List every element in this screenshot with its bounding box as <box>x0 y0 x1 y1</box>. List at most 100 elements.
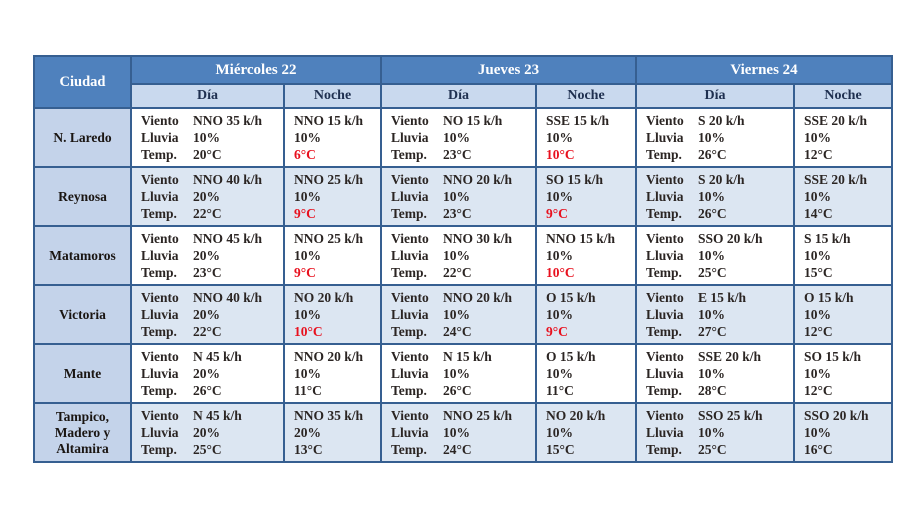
wind-value: NNO 20 k/h <box>294 349 364 364</box>
rain-line: Lluvia 10% <box>646 306 789 323</box>
rain-value: 10% <box>698 130 725 145</box>
day-header-miercoles-22: Miércoles 22 <box>130 55 382 85</box>
wind-value: O 15 k/h <box>546 349 596 364</box>
wind-line: SSE 15 k/h <box>546 112 631 129</box>
rain-line: 10% <box>546 188 631 205</box>
forecast-cell-noche: SO 15 k/h 10% 9°C <box>535 166 637 227</box>
rain-value: 10% <box>443 366 470 381</box>
period-header-noche: Noche <box>535 83 637 109</box>
wind-label: Viento <box>141 290 179 305</box>
rain-label: Lluvia <box>141 130 179 145</box>
wind-value: NNO 25 k/h <box>443 408 513 423</box>
rain-line: Lluvia 10% <box>391 306 531 323</box>
temp-line: 9°C <box>546 323 631 340</box>
temp-label: Temp. <box>391 265 427 280</box>
temp-value: 26°C <box>698 206 727 221</box>
temp-label: Temp. <box>646 206 682 221</box>
temp-value: 23°C <box>443 147 472 162</box>
day-header-viernes-24: Viernes 24 <box>635 55 893 85</box>
rain-value: 10% <box>546 248 573 263</box>
rain-line: 10% <box>294 129 376 146</box>
temp-label: Temp. <box>391 206 427 221</box>
rain-line: Lluvia 10% <box>646 247 789 264</box>
wind-label: Viento <box>646 408 684 423</box>
temp-value: 15°C <box>804 265 833 280</box>
rain-line: Lluvia 10% <box>391 247 531 264</box>
wind-value: SSO 20 k/h <box>804 408 869 423</box>
wind-label: Viento <box>646 290 684 305</box>
temp-line: Temp. 26°C <box>141 382 279 399</box>
forecast-cell-dia: Viento NNO 25 k/h Lluvia 10% Temp. 24°C <box>380 402 537 463</box>
temp-line: 14°C <box>804 205 887 222</box>
rain-label: Lluvia <box>391 425 429 440</box>
wind-value: SSO 20 k/h <box>698 231 763 246</box>
wind-value: E 15 k/h <box>698 290 747 305</box>
temp-label: Temp. <box>391 324 427 339</box>
rain-line: 10% <box>294 247 376 264</box>
temp-value: 20°C <box>193 147 222 162</box>
temp-line: 10°C <box>294 323 376 340</box>
rain-line: 10% <box>546 424 631 441</box>
temp-line: 12°C <box>804 146 887 163</box>
rain-label: Lluvia <box>391 248 429 263</box>
rain-line: Lluvia 10% <box>391 129 531 146</box>
wind-value: SSE 20 k/h <box>804 113 868 128</box>
wind-value: N 45 k/h <box>193 349 242 364</box>
rain-value: 20% <box>193 425 220 440</box>
wind-value: N 45 k/h <box>193 408 242 423</box>
wind-label: Viento <box>391 231 429 246</box>
city-cell: Matamoros <box>33 225 132 286</box>
rain-value: 10% <box>443 248 470 263</box>
forecast-cell-noche: SSE 20 k/h 10% 14°C <box>793 166 893 227</box>
temp-value: 11°C <box>294 383 322 398</box>
wind-value: SO 15 k/h <box>804 349 862 364</box>
rain-label: Lluvia <box>141 248 179 263</box>
wind-line: Viento SSO 25 k/h <box>646 407 789 424</box>
temp-label: Temp. <box>141 147 177 162</box>
rain-value: 10% <box>804 307 831 322</box>
temp-value: 13°C <box>294 442 323 457</box>
forecast-cell-dia: Viento N 45 k/h Lluvia 20% Temp. 25°C <box>130 402 285 463</box>
rain-label: Lluvia <box>646 248 684 263</box>
temp-line: Temp. 25°C <box>646 441 789 458</box>
temp-label: Temp. <box>646 147 682 162</box>
wind-value: S 15 k/h <box>804 231 851 246</box>
rain-line: Lluvia 10% <box>646 365 789 382</box>
wind-line: SO 15 k/h <box>804 348 887 365</box>
table-row: Mante Viento N 45 k/h Lluvia 20% Temp. 26°C NNO… <box>33 343 893 404</box>
temp-value: 16°C <box>804 442 833 457</box>
forecast-cell-noche: O 15 k/h 10% 12°C <box>793 284 893 345</box>
rain-value: 10% <box>804 189 831 204</box>
forecast-cell-dia: Viento NO 15 k/h Lluvia 10% Temp. 23°C <box>380 107 537 168</box>
forecast-cell-noche: O 15 k/h 10% 9°C <box>535 284 637 345</box>
wind-label: Viento <box>141 231 179 246</box>
temp-line: 10°C <box>546 264 631 281</box>
wind-value: NNO 35 k/h <box>294 408 364 423</box>
table-row: Reynosa Viento NNO 40 k/h Lluvia 20% Temp. 22°… <box>33 166 893 227</box>
rain-label: Lluvia <box>646 307 684 322</box>
rain-line: Lluvia 10% <box>141 129 279 146</box>
wind-value: NNO 30 k/h <box>443 231 513 246</box>
wind-line: Viento N 15 k/h <box>391 348 531 365</box>
wind-value: NNO 15 k/h <box>546 231 616 246</box>
rain-line: 10% <box>546 306 631 323</box>
rain-value: 10% <box>443 130 470 145</box>
rain-label: Lluvia <box>391 130 429 145</box>
temp-line: Temp. 28°C <box>646 382 789 399</box>
rain-value: 20% <box>193 248 220 263</box>
rain-line: Lluvia 20% <box>141 247 279 264</box>
rain-value: 20% <box>193 307 220 322</box>
wind-line: O 15 k/h <box>546 289 631 306</box>
forecast-cell-dia: Viento NNO 20 k/h Lluvia 10% Temp. 23°C <box>380 166 537 227</box>
rain-line: 20% <box>294 424 376 441</box>
period-header-dia: Día <box>380 83 537 109</box>
forecast-table-container: Ciudad Miércoles 22 Jueves 23 Viernes 24… <box>33 55 893 463</box>
rain-label: Lluvia <box>391 189 429 204</box>
temp-value: 22°C <box>443 265 472 280</box>
rain-line: Lluvia 10% <box>646 188 789 205</box>
forecast-cell-noche: SSO 20 k/h 10% 16°C <box>793 402 893 463</box>
wind-value: N 15 k/h <box>443 349 492 364</box>
wind-label: Viento <box>646 231 684 246</box>
temp-line: 6°C <box>294 146 376 163</box>
wind-value: O 15 k/h <box>804 290 854 305</box>
